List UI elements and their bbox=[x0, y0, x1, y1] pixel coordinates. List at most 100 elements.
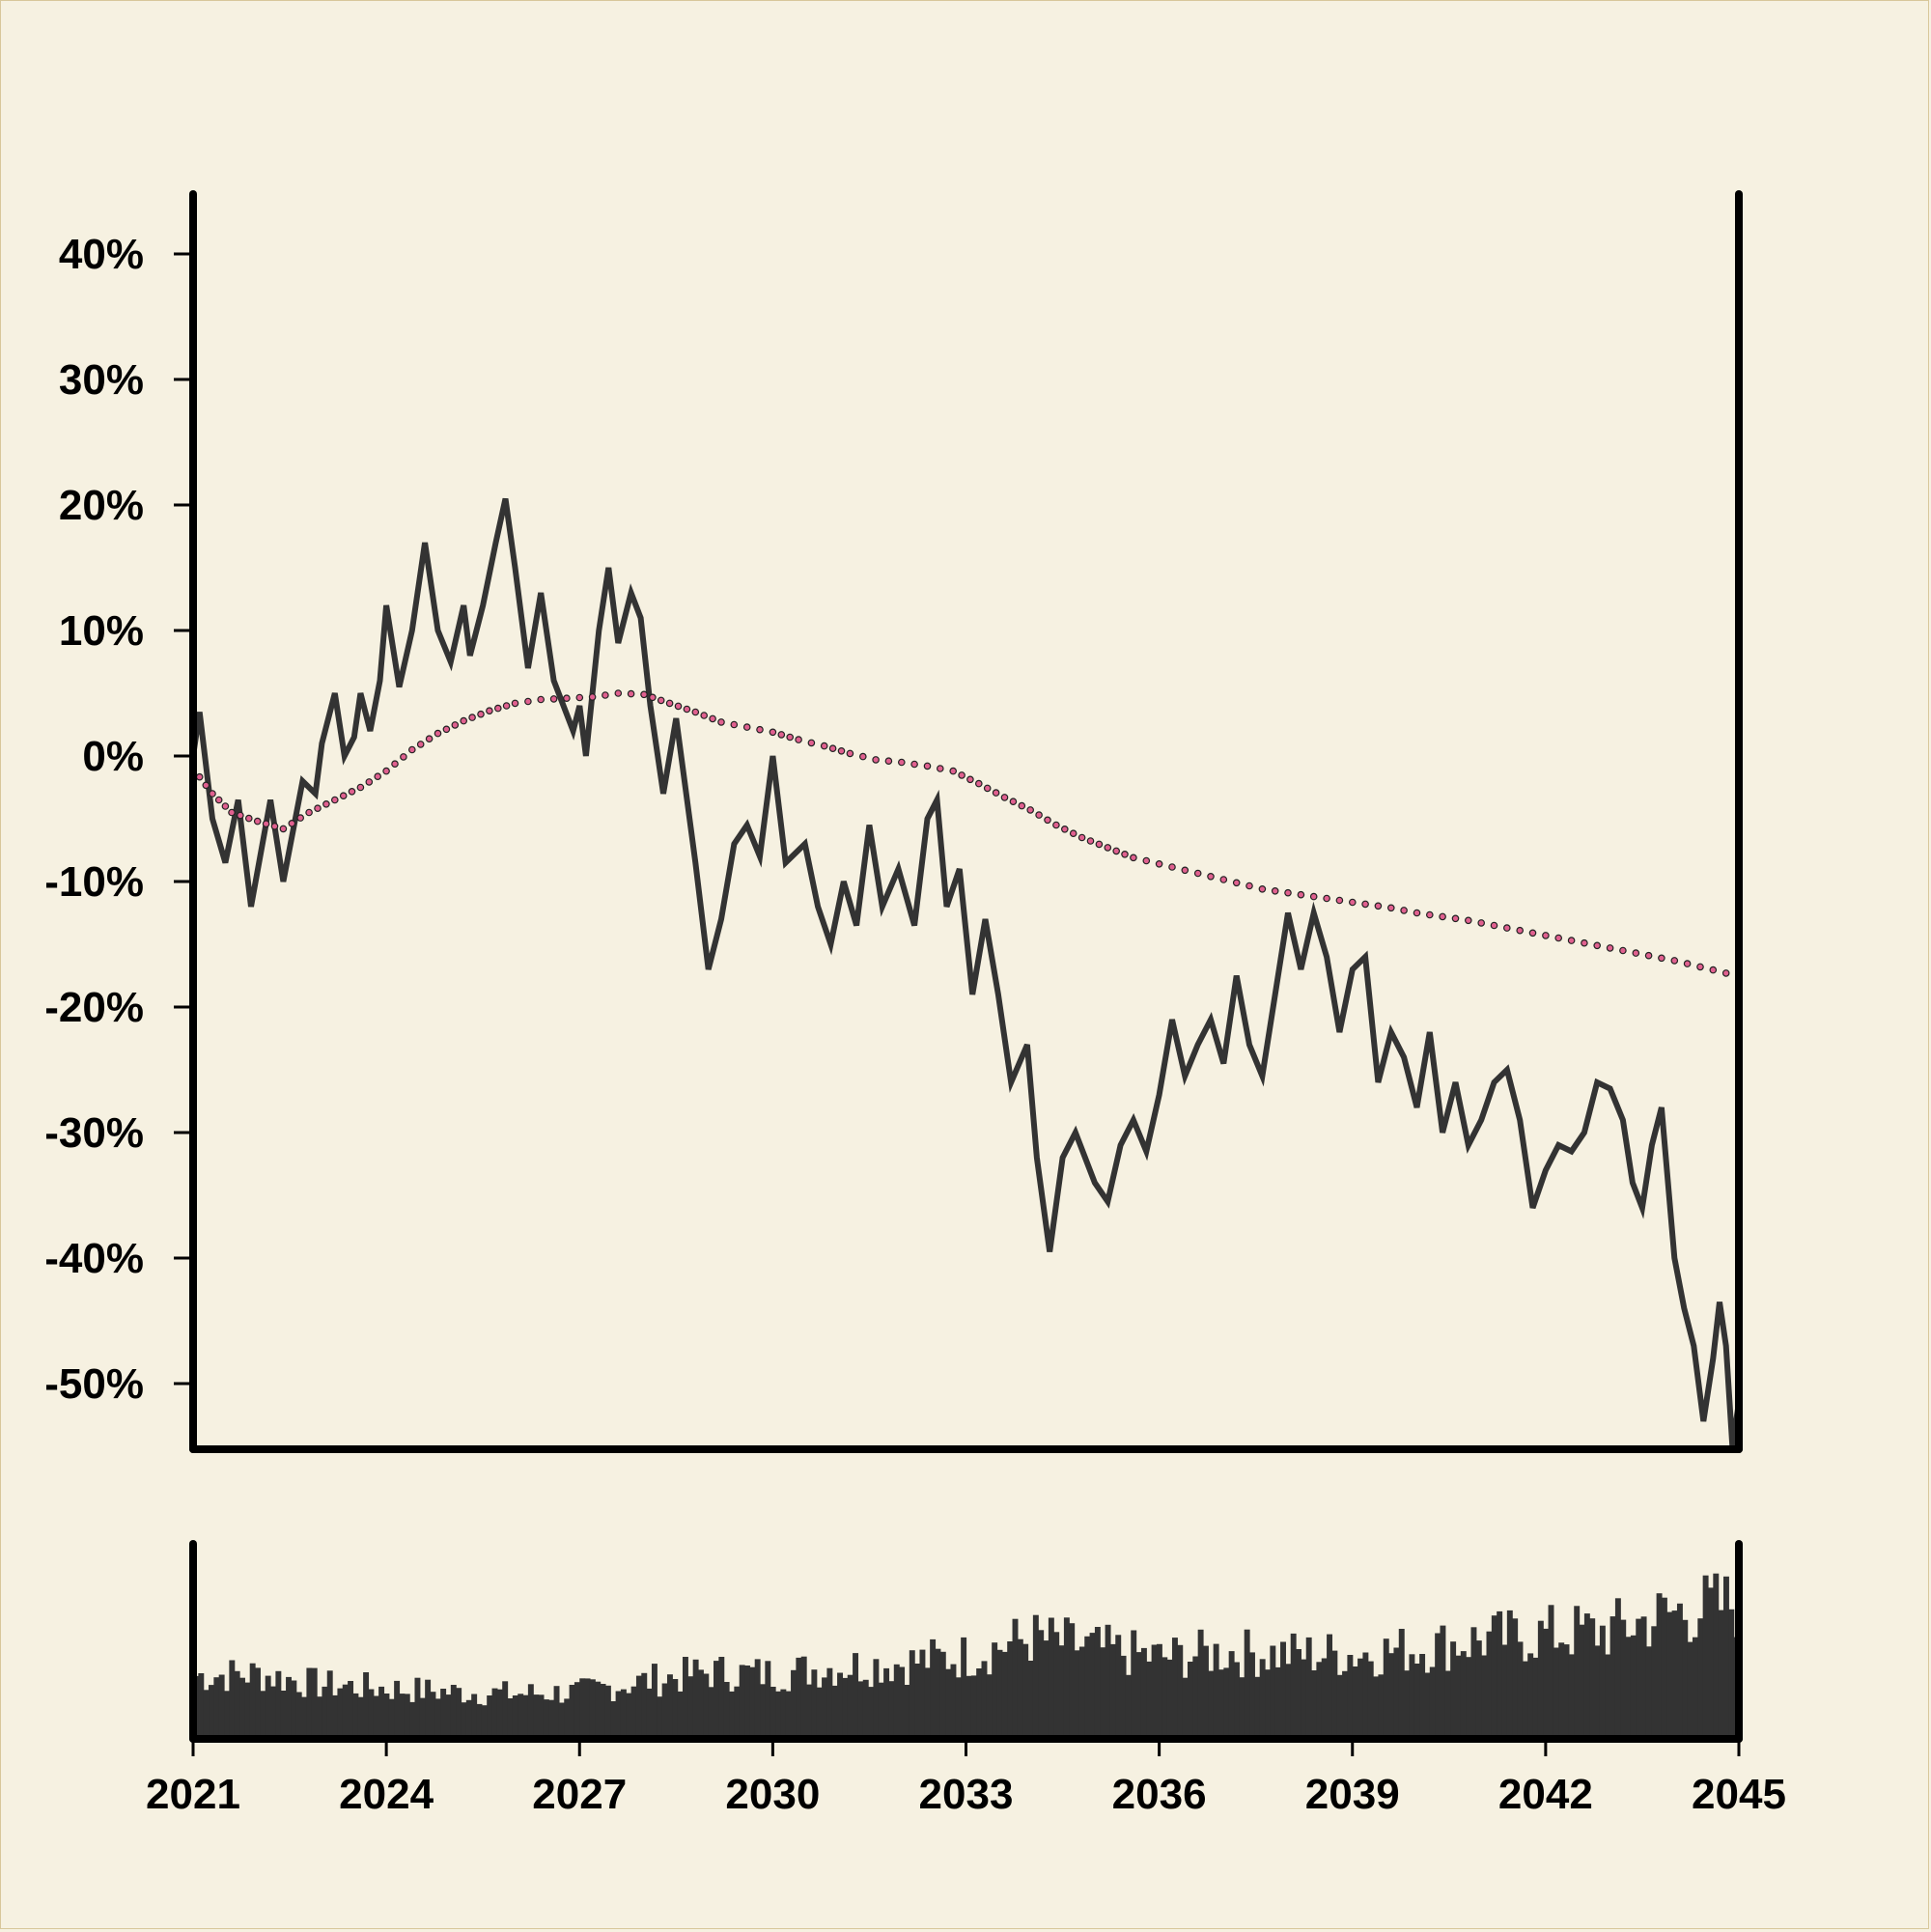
trend-dot bbox=[1374, 902, 1383, 910]
volume-bar bbox=[342, 1684, 349, 1739]
volume-bar bbox=[765, 1661, 771, 1739]
volume-bar bbox=[295, 1692, 302, 1739]
volume-bar bbox=[1713, 1573, 1720, 1739]
volume-bar bbox=[883, 1667, 890, 1739]
trend-dot bbox=[1567, 937, 1576, 944]
price-line bbox=[193, 497, 1739, 1447]
volume-bar bbox=[1409, 1654, 1415, 1739]
volume-bar bbox=[286, 1676, 292, 1739]
volume-bar bbox=[1213, 1643, 1219, 1739]
trend-dot bbox=[1528, 929, 1537, 938]
trend-dot bbox=[425, 735, 434, 743]
volume-bar bbox=[332, 1694, 339, 1739]
volume-bar bbox=[440, 1689, 447, 1739]
trend-dot bbox=[795, 736, 802, 743]
volume-bar bbox=[1491, 1615, 1497, 1739]
trend-dot bbox=[1245, 882, 1253, 890]
trend-dot bbox=[1284, 888, 1292, 897]
trend-dot bbox=[1069, 829, 1077, 838]
volume-bar bbox=[1517, 1641, 1524, 1739]
volume-bar bbox=[1413, 1664, 1420, 1739]
volume-bar bbox=[1656, 1593, 1663, 1739]
volume-bar bbox=[1156, 1643, 1162, 1739]
trend-dot bbox=[1207, 872, 1215, 881]
trend-dot bbox=[807, 739, 816, 747]
volume-bar bbox=[1301, 1659, 1307, 1739]
volume-bar bbox=[1053, 1632, 1060, 1739]
volume-bar bbox=[796, 1657, 802, 1739]
volume-bar bbox=[1280, 1641, 1286, 1739]
volume-bar bbox=[548, 1699, 555, 1739]
volume-bar bbox=[1707, 1587, 1714, 1739]
volume-bar bbox=[744, 1666, 750, 1739]
volume-bar bbox=[234, 1670, 240, 1739]
volume-bar bbox=[1058, 1645, 1065, 1739]
volume-bar bbox=[924, 1667, 931, 1739]
volume-bar bbox=[564, 1698, 571, 1739]
volume-bar bbox=[249, 1663, 256, 1739]
volume-bar bbox=[687, 1676, 694, 1739]
volume-bar bbox=[1161, 1657, 1168, 1739]
trend-dot bbox=[1658, 954, 1665, 963]
volume-bar bbox=[1352, 1666, 1358, 1739]
volume-bar bbox=[1718, 1610, 1724, 1739]
volume-bar bbox=[899, 1666, 906, 1739]
volume-bar bbox=[1383, 1638, 1389, 1739]
volume-bar bbox=[620, 1689, 627, 1739]
volume-bar bbox=[1645, 1646, 1652, 1739]
trend-dot bbox=[339, 792, 348, 800]
trend-dot bbox=[683, 705, 691, 714]
volume-bar bbox=[714, 1661, 719, 1739]
volume-bar bbox=[209, 1685, 214, 1739]
trend-dot bbox=[769, 728, 777, 737]
volume-bar bbox=[425, 1679, 432, 1739]
volume-bar bbox=[533, 1694, 540, 1739]
volume-bar bbox=[1563, 1644, 1570, 1739]
volume-bar bbox=[749, 1666, 756, 1739]
volume-bar bbox=[816, 1687, 823, 1739]
volume-bar bbox=[1455, 1655, 1462, 1739]
trend-dot bbox=[365, 778, 374, 786]
trend-dot bbox=[1104, 844, 1112, 852]
trend-dot bbox=[700, 712, 709, 719]
trend-dot bbox=[407, 745, 416, 754]
volume-bar bbox=[317, 1696, 323, 1739]
volume-bar bbox=[992, 1642, 998, 1739]
trend-dot bbox=[434, 729, 442, 738]
volume-bar bbox=[363, 1672, 370, 1739]
volume-bar bbox=[507, 1698, 514, 1739]
volume-bar bbox=[502, 1681, 509, 1739]
volume-bar bbox=[1450, 1641, 1457, 1739]
trend-dot bbox=[858, 752, 867, 761]
trend-dot bbox=[756, 725, 764, 734]
volume-bar bbox=[791, 1669, 797, 1739]
volume-bar bbox=[224, 1691, 230, 1739]
volume-bar bbox=[1367, 1661, 1374, 1739]
volume-bar bbox=[1630, 1635, 1637, 1739]
trend-dot bbox=[270, 822, 279, 830]
y-tick-label: -40% bbox=[44, 1235, 144, 1282]
trend-dot bbox=[640, 690, 648, 699]
trend-dot bbox=[828, 744, 837, 753]
trend-dot bbox=[1009, 798, 1018, 806]
volume-bar bbox=[553, 1686, 560, 1739]
volume-bar bbox=[1594, 1645, 1601, 1739]
trend-dot bbox=[1035, 811, 1043, 819]
trend-dot bbox=[1490, 921, 1498, 930]
trend-dot bbox=[910, 760, 918, 769]
volume-bar bbox=[1017, 1638, 1023, 1739]
y-tick-label: 10% bbox=[59, 607, 144, 655]
volume-bar bbox=[461, 1702, 467, 1739]
volume-bar bbox=[1532, 1657, 1539, 1739]
trend-dot bbox=[1219, 876, 1228, 883]
volume-bar bbox=[1548, 1605, 1554, 1739]
volume-bar bbox=[244, 1682, 251, 1739]
volume-bar bbox=[450, 1685, 457, 1739]
volume-bar bbox=[1568, 1654, 1575, 1739]
volume-bar bbox=[337, 1688, 344, 1739]
volume-bar bbox=[434, 1698, 441, 1739]
volume-bar bbox=[1187, 1662, 1193, 1739]
volume-bar bbox=[1270, 1645, 1276, 1739]
volume-bar bbox=[970, 1675, 977, 1739]
